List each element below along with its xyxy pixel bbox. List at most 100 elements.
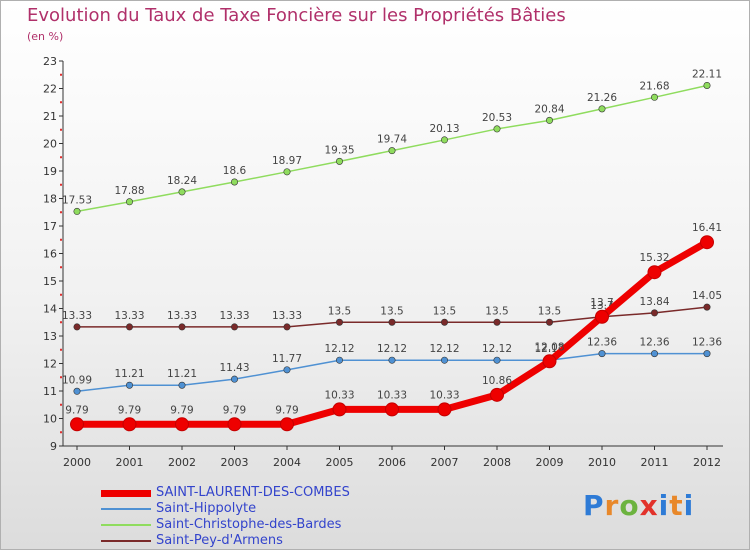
x-tick-label-2006: 2006 (378, 456, 406, 469)
point-saint-pey-d-armens-2001 (126, 323, 134, 331)
point-saint-laurent-des-combes-2004 (280, 417, 294, 432)
y-minor-tick-17 (60, 211, 62, 214)
chart-subtitle: (en %) (27, 30, 64, 43)
y-tick-label-23: 23 (43, 55, 57, 68)
point-saint-christophe-des-bardes-2011 (650, 93, 658, 101)
y-minor-tick-16 (60, 238, 62, 241)
data-label-saint-laurent-des-combes-2010: 13.7 (590, 297, 613, 309)
point-saint-christophe-des-bardes-2009 (545, 116, 553, 124)
point-saint-hippolyte-2000 (73, 387, 81, 395)
point-saint-christophe-des-bardes-2012 (703, 81, 711, 89)
legend-swatch-saint-pey (101, 540, 151, 542)
y-tick-label-12: 12 (43, 358, 57, 371)
data-label-saint-hippolyte-2012: 12.36 (692, 337, 722, 349)
point-saint-hippolyte-2003 (231, 375, 239, 383)
x-tick-label-2002: 2002 (168, 456, 196, 469)
point-saint-laurent-des-combes-2000 (70, 417, 84, 432)
data-label-saint-christophe-des-bardes-2003: 18.6 (223, 165, 247, 177)
data-label-saint-laurent-des-combes-2009: 12.08 (534, 341, 564, 353)
point-saint-christophe-des-bardes-2003 (231, 178, 239, 186)
x-tick-label-2003: 2003 (221, 456, 249, 469)
y-minor-tick-13 (60, 321, 62, 324)
point-saint-christophe-des-bardes-2008 (493, 125, 501, 133)
point-saint-pey-d-armens-2003 (231, 323, 239, 331)
point-saint-hippolyte-2011 (650, 350, 658, 358)
data-label-saint-christophe-des-bardes-2005: 19.35 (324, 144, 354, 156)
y-tick-label-15: 15 (43, 275, 57, 288)
point-saint-pey-d-armens-2011 (650, 309, 658, 317)
point-saint-hippolyte-2005 (335, 356, 343, 364)
point-saint-laurent-des-combes-2002 (175, 417, 189, 432)
point-saint-hippolyte-2008 (493, 356, 501, 364)
point-saint-hippolyte-2002 (178, 381, 186, 389)
point-saint-christophe-des-bardes-2005 (335, 157, 343, 165)
point-saint-pey-d-armens-2009 (545, 318, 553, 326)
point-saint-christophe-des-bardes-2001 (126, 198, 134, 206)
point-saint-pey-d-armens-2008 (493, 318, 501, 326)
point-saint-pey-d-armens-2007 (440, 318, 448, 326)
legend-label-saint-pey: Saint-Pey-d'Armens (156, 533, 283, 548)
data-label-saint-pey-d-armens-2001: 13.33 (114, 310, 144, 322)
x-tick-label-2005: 2005 (326, 456, 354, 469)
data-label-saint-hippolyte-2004: 11.77 (272, 353, 302, 365)
y-tick-label-11: 11 (43, 385, 57, 398)
data-label-saint-christophe-des-bardes-2004: 18.97 (272, 155, 302, 167)
point-saint-christophe-des-bardes-2002 (178, 188, 186, 196)
x-tick-label-2007: 2007 (431, 456, 459, 469)
y-minor-tick-21 (60, 101, 62, 104)
point-saint-pey-d-armens-2005 (335, 318, 343, 326)
data-label-saint-hippolyte-2010: 12.36 (587, 337, 617, 349)
point-saint-hippolyte-2010 (598, 350, 606, 358)
y-tick-label-17: 17 (43, 220, 57, 233)
point-saint-christophe-des-bardes-2007 (440, 136, 448, 144)
y-tick-label-13: 13 (43, 330, 57, 343)
data-label-saint-christophe-des-bardes-2012: 22.11 (692, 68, 722, 80)
data-label-saint-laurent-des-combes-2008: 10.86 (482, 375, 512, 387)
point-saint-christophe-des-bardes-2004 (283, 168, 291, 176)
x-tick-label-2010: 2010 (588, 456, 616, 469)
point-saint-christophe-des-bardes-2006 (388, 147, 396, 155)
point-saint-laurent-des-combes-2011 (647, 265, 662, 280)
data-label-saint-hippolyte-2008: 12.12 (482, 343, 512, 355)
point-saint-laurent-des-combes-2003 (227, 417, 242, 432)
y-minor-tick-20 (60, 128, 62, 131)
data-label-saint-hippolyte-2003: 11.43 (219, 362, 249, 374)
y-tick-label-20: 20 (43, 138, 57, 151)
x-tick-label-2008: 2008 (483, 456, 511, 469)
data-label-saint-pey-d-armens-2011: 13.84 (639, 296, 669, 308)
data-label-saint-laurent-des-combes-2004: 9.79 (275, 404, 298, 416)
data-label-saint-hippolyte-2006: 12.12 (377, 343, 407, 355)
chart-title: Evolution du Taux de Taxe Foncière sur l… (27, 5, 566, 26)
data-label-saint-pey-d-armens-2000: 13.33 (62, 310, 92, 322)
legend-swatch-saint-hippolyte (101, 508, 151, 510)
y-minor-tick-22 (60, 73, 62, 76)
point-saint-laurent-des-combes-2007 (437, 402, 452, 417)
data-label-saint-pey-d-armens-2002: 13.33 (167, 310, 197, 322)
data-label-saint-laurent-des-combes-2002: 9.79 (170, 404, 193, 416)
y-minor-tick-12 (60, 348, 62, 351)
y-minor-tick-18 (60, 183, 62, 186)
data-label-saint-hippolyte-2000: 10.99 (62, 374, 92, 386)
point-saint-hippolyte-2006 (388, 356, 396, 364)
proxiti-logo: Proxiti (583, 489, 695, 522)
y-tick-label-14: 14 (43, 303, 57, 316)
point-saint-laurent-des-combes-2006 (385, 402, 399, 417)
data-label-saint-hippolyte-2001: 11.21 (114, 368, 144, 380)
data-label-saint-pey-d-armens-2009: 13.5 (538, 305, 561, 317)
data-label-saint-laurent-des-combes-2003: 9.79 (223, 404, 246, 416)
legend-swatch-saint-christophe (101, 524, 151, 526)
y-minor-tick-11 (60, 376, 62, 379)
y-minor-tick-10 (60, 403, 62, 406)
y-tick-label-21: 21 (43, 110, 57, 123)
point-saint-laurent-des-combes-2005 (332, 402, 347, 417)
data-label-saint-pey-d-armens-2004: 13.33 (272, 310, 302, 322)
y-tick-label-10: 10 (43, 413, 57, 426)
data-label-saint-pey-d-armens-2007: 13.5 (433, 305, 456, 317)
data-label-saint-laurent-des-combes-2006: 10.33 (377, 389, 407, 401)
legend-label-saint-hippolyte: Saint-Hippolyte (156, 501, 257, 516)
y-tick-label-9: 9 (50, 440, 57, 453)
x-tick-label-2000: 2000 (63, 456, 91, 469)
point-saint-hippolyte-2004 (283, 366, 291, 374)
